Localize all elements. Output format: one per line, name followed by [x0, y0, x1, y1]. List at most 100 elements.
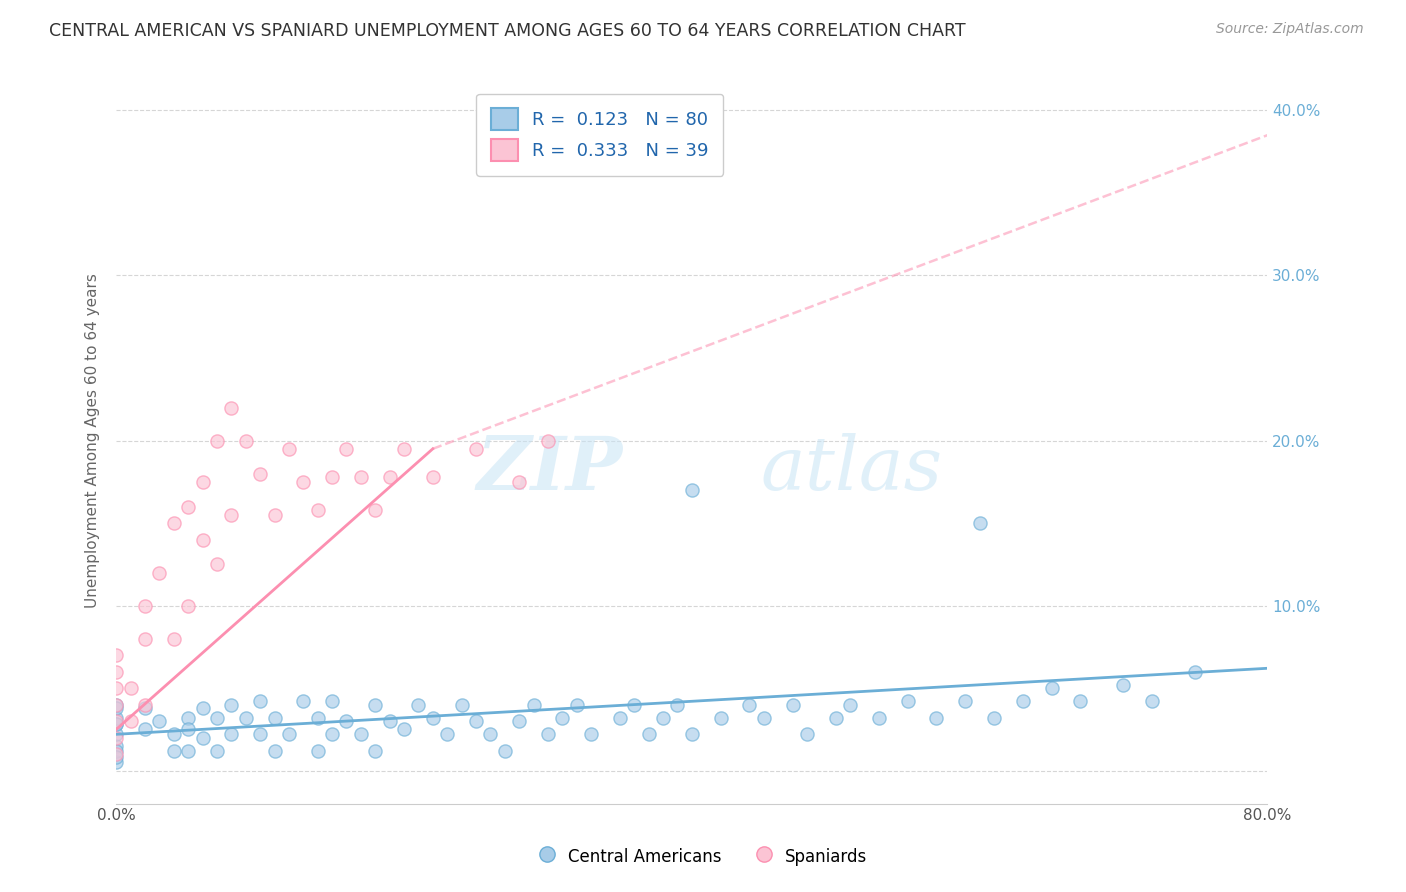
Point: [436, 727, 458, 741]
Text: atlas: atlas: [761, 434, 943, 506]
Point: [205, 711, 228, 725]
Point: [249, 694, 271, 708]
Point: [191, 731, 214, 745]
Point: [868, 711, 890, 725]
Point: [710, 711, 733, 725]
Point: [321, 470, 343, 484]
Text: CENTRAL AMERICAN VS SPANIARD UNEMPLOYMENT AMONG AGES 60 TO 64 YEARS CORRELATION : CENTRAL AMERICAN VS SPANIARD UNEMPLOYMEN…: [49, 22, 966, 40]
Point: [1142, 694, 1164, 708]
Point: [321, 694, 343, 708]
Point: [897, 694, 920, 708]
Point: [508, 475, 530, 489]
Point: [177, 500, 200, 514]
Point: [652, 711, 675, 725]
Point: [205, 434, 228, 448]
Point: [177, 711, 200, 725]
Point: [839, 698, 862, 712]
Point: [465, 714, 488, 728]
Point: [105, 739, 128, 753]
Point: [235, 434, 257, 448]
Legend: R =  0.123   N = 80, R =  0.333   N = 39: R = 0.123 N = 80, R = 0.333 N = 39: [477, 94, 723, 176]
Point: [350, 470, 373, 484]
Point: [969, 516, 991, 530]
Point: [105, 698, 128, 712]
Point: [221, 401, 243, 415]
Point: [925, 711, 948, 725]
Point: [148, 714, 170, 728]
Point: [221, 698, 243, 712]
Point: [378, 470, 401, 484]
Point: [681, 483, 703, 497]
Point: [292, 475, 315, 489]
Point: [537, 727, 560, 741]
Point: [263, 508, 285, 522]
Point: [105, 714, 128, 728]
Point: [105, 665, 128, 679]
Point: [307, 744, 329, 758]
Point: [522, 698, 544, 712]
Point: [205, 558, 228, 572]
Point: [263, 711, 285, 725]
Point: [191, 475, 214, 489]
Point: [983, 711, 1005, 725]
Point: [494, 744, 516, 758]
Point: [249, 467, 271, 481]
Point: [105, 731, 128, 745]
Point: [134, 632, 156, 646]
Point: [307, 711, 329, 725]
Point: [105, 698, 128, 712]
Point: [824, 711, 846, 725]
Point: [134, 698, 156, 712]
Point: [177, 599, 200, 613]
Point: [105, 701, 128, 715]
Point: [277, 442, 299, 456]
Point: [738, 698, 761, 712]
Text: Source: ZipAtlas.com: Source: ZipAtlas.com: [1216, 22, 1364, 37]
Point: [364, 744, 387, 758]
Point: [408, 698, 430, 712]
Point: [364, 698, 387, 712]
Point: [177, 744, 200, 758]
Point: [479, 727, 502, 741]
Point: [1011, 694, 1033, 708]
Point: [105, 744, 128, 758]
Point: [105, 756, 128, 770]
Point: [465, 442, 488, 456]
Point: [105, 750, 128, 764]
Point: [105, 681, 128, 695]
Point: [752, 711, 775, 725]
Point: [1112, 678, 1135, 692]
Point: [551, 711, 574, 725]
Point: [277, 727, 299, 741]
Point: [177, 723, 200, 737]
Point: [105, 717, 128, 731]
Point: [422, 711, 444, 725]
Point: [321, 727, 343, 741]
Point: [105, 717, 128, 731]
Point: [1040, 681, 1063, 695]
Point: [666, 698, 689, 712]
Point: [782, 698, 804, 712]
Point: [378, 714, 401, 728]
Point: [292, 694, 315, 708]
Point: [565, 698, 588, 712]
Point: [105, 727, 128, 741]
Point: [120, 714, 142, 728]
Point: [221, 508, 243, 522]
Point: [350, 727, 373, 741]
Point: [1184, 665, 1206, 679]
Legend: Central Americans, Spaniards: Central Americans, Spaniards: [531, 839, 875, 873]
Point: [1069, 694, 1091, 708]
Point: [392, 723, 415, 737]
Point: [148, 566, 170, 580]
Point: [105, 648, 128, 662]
Point: [335, 714, 357, 728]
Point: [120, 681, 142, 695]
Point: [796, 727, 818, 741]
Point: [163, 632, 186, 646]
Point: [537, 434, 560, 448]
Point: [307, 503, 329, 517]
Point: [105, 711, 128, 725]
Point: [579, 727, 602, 741]
Point: [221, 727, 243, 741]
